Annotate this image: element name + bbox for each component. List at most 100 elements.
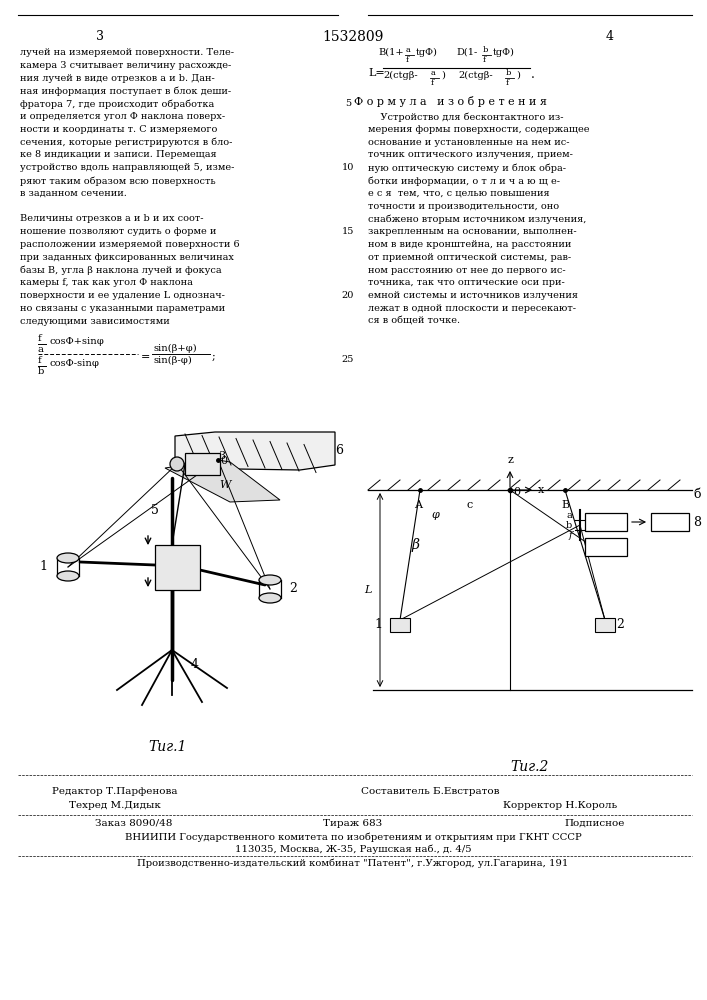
Text: ном расстоянию от нее до первого ис-: ном расстоянию от нее до первого ис- — [368, 266, 566, 275]
Text: 4: 4 — [191, 658, 199, 672]
Text: б: б — [693, 488, 701, 502]
Text: ботки информации, о т л и ч а ю щ е-: ботки информации, о т л и ч а ю щ е- — [368, 176, 560, 186]
Text: и определяется угол Φ наклона поверх-: и определяется угол Φ наклона поверх- — [20, 112, 225, 121]
Text: 15: 15 — [341, 227, 354, 236]
Text: точности и производительности, оно: точности и производительности, оно — [368, 202, 559, 211]
Text: a: a — [566, 510, 572, 520]
Text: точник оптического излучения, прием-: точник оптического излучения, прием- — [368, 150, 573, 159]
Text: 4: 4 — [606, 30, 614, 43]
Text: 20: 20 — [341, 291, 354, 300]
Text: но связаны с указанными параметрами: но связаны с указанными параметрами — [20, 304, 225, 313]
Text: ряют таким образом всю поверхность: ряют таким образом всю поверхность — [20, 176, 216, 186]
Text: 2: 2 — [616, 618, 624, 632]
Text: 1: 1 — [374, 618, 382, 632]
Text: f: f — [38, 334, 42, 343]
Text: расположении измеряемой поверхности 6: расположении измеряемой поверхности 6 — [20, 240, 240, 249]
Text: B: B — [561, 500, 569, 510]
Text: емной системы и источников излучения: емной системы и источников излучения — [368, 291, 578, 300]
Ellipse shape — [57, 553, 79, 563]
Text: 7: 7 — [602, 542, 609, 552]
Text: f: f — [483, 56, 486, 64]
Text: cosΦ+sinφ: cosΦ+sinφ — [49, 337, 104, 346]
Text: а,б: а,б — [598, 518, 614, 526]
Text: ношение позволяют судить о форме и: ношение позволяют судить о форме и — [20, 227, 216, 236]
Text: при заданных фиксированных величинах: при заданных фиксированных величинах — [20, 253, 234, 262]
Text: лучей на измеряемой поверхности. Теле-: лучей на измеряемой поверхности. Теле- — [20, 48, 234, 57]
Text: ном в виде кронштейна, на расстоянии: ном в виде кронштейна, на расстоянии — [368, 240, 571, 249]
Text: sin(β+φ): sin(β+φ) — [154, 344, 198, 353]
Text: Корректор Н.Король: Корректор Н.Король — [503, 801, 617, 810]
Text: камера 3 считывает величину расхожде-: камера 3 считывает величину расхожде- — [20, 61, 231, 70]
Polygon shape — [165, 460, 280, 502]
Text: камеры f, так как угол Φ наклона: камеры f, так как угол Φ наклона — [20, 278, 193, 287]
Text: cosΦ-sinφ: cosΦ-sinφ — [49, 359, 99, 368]
Bar — [585, 513, 627, 531]
Text: Техред М.Дидык: Техред М.Дидык — [69, 801, 161, 810]
Text: D(1-: D(1- — [456, 48, 477, 57]
Text: tgΦ): tgΦ) — [493, 48, 515, 57]
Text: 2(ctgβ-: 2(ctgβ- — [383, 71, 418, 80]
Text: следующими зависимостями: следующими зависимостями — [20, 317, 170, 326]
Text: основание и установленные на нем ис-: основание и установленные на нем ис- — [368, 138, 570, 147]
Text: поверхности и ее удаление L однознач-: поверхности и ее удаление L однознач- — [20, 291, 225, 300]
Text: 10: 10 — [341, 163, 354, 172]
Text: L: L — [365, 585, 372, 595]
Text: Производственно-издательский комбинат "Патент", г.Ужгород, ул.Гагарина, 191: Производственно-издательский комбинат "П… — [137, 859, 568, 868]
Text: β: β — [586, 538, 594, 552]
Text: е с я  тем, что, с целью повышения: е с я тем, что, с целью повышения — [368, 189, 549, 198]
Text: ВНИИПИ Государственного комитета по изобретениям и открытиям при ГКНТ СССР: ВНИИПИ Государственного комитета по изоб… — [124, 832, 581, 842]
Text: sin(β-φ): sin(β-φ) — [154, 356, 193, 365]
Text: ке 8 индикации и записи. Перемещая: ке 8 индикации и записи. Перемещая — [20, 150, 216, 159]
Bar — [390, 618, 410, 632]
Text: базы B, угла β наклона лучей и фокуса: базы B, угла β наклона лучей и фокуса — [20, 266, 221, 275]
Text: φ,χ: φ,χ — [662, 518, 679, 526]
Text: a: a — [406, 46, 411, 54]
Text: Тираж 683: Тираж 683 — [323, 819, 382, 828]
Text: c: c — [467, 500, 473, 510]
Text: 1532809: 1532809 — [322, 30, 384, 44]
Text: β: β — [411, 538, 419, 552]
Ellipse shape — [259, 575, 281, 585]
Text: ;: ; — [212, 352, 216, 362]
Text: 113035, Москва, Ж-35, Раушская наб., д. 4/5: 113035, Москва, Ж-35, Раушская наб., д. … — [235, 844, 472, 854]
Text: мерения формы поверхности, содержащее: мерения формы поверхности, содержащее — [368, 125, 590, 134]
Text: A: A — [414, 500, 422, 510]
Text: снабжено вторым источником излучения,: снабжено вторым источником излучения, — [368, 214, 586, 224]
Bar — [651, 513, 689, 531]
Text: ности и координаты т. С измеряемого: ности и координаты т. С измеряемого — [20, 125, 217, 134]
Text: лежат в одной плоскости и пересекают-: лежат в одной плоскости и пересекают- — [368, 304, 576, 313]
Text: устройство вдоль направляющей 5, изме-: устройство вдоль направляющей 5, изме- — [20, 163, 235, 172]
Text: L=: L= — [368, 68, 385, 78]
Text: 2: 2 — [289, 582, 297, 594]
Text: 3: 3 — [218, 451, 226, 461]
Text: в заданном сечении.: в заданном сечении. — [20, 189, 127, 198]
Text: Составитель Б.Евстратов: Составитель Б.Евстратов — [361, 787, 499, 796]
Text: 2(ctgβ-: 2(ctgβ- — [458, 71, 493, 80]
Text: ): ) — [441, 71, 445, 80]
Text: 0: 0 — [513, 487, 520, 497]
Text: ную оптическую систему и блок обра-: ную оптическую систему и блок обра- — [368, 163, 566, 173]
Bar — [595, 618, 615, 632]
Text: b: b — [506, 69, 511, 77]
Text: tgΦ): tgΦ) — [416, 48, 438, 57]
Text: b: b — [38, 367, 45, 376]
Text: Заказ 8090/48: Заказ 8090/48 — [95, 819, 173, 828]
Text: z: z — [507, 455, 513, 465]
Ellipse shape — [57, 571, 79, 581]
Text: 0: 0 — [221, 456, 228, 466]
Text: x: x — [538, 485, 544, 495]
Text: 25: 25 — [341, 355, 354, 364]
Text: f: f — [506, 79, 509, 87]
Text: фратора 7, где происходит обработка: фратора 7, где происходит обработка — [20, 99, 214, 109]
Text: .: . — [531, 68, 535, 81]
Text: 5: 5 — [151, 504, 159, 516]
Text: f: f — [431, 79, 434, 87]
Bar — [155, 545, 200, 590]
Text: W: W — [219, 480, 230, 490]
Text: Подписное: Подписное — [565, 819, 625, 828]
Text: a: a — [431, 69, 436, 77]
Text: a: a — [38, 345, 44, 354]
Text: точника, так что оптические оси при-: точника, так что оптические оси при- — [368, 278, 565, 287]
Circle shape — [170, 457, 184, 471]
Text: Редактор Т.Парфенова: Редактор Т.Парфенова — [52, 787, 177, 796]
